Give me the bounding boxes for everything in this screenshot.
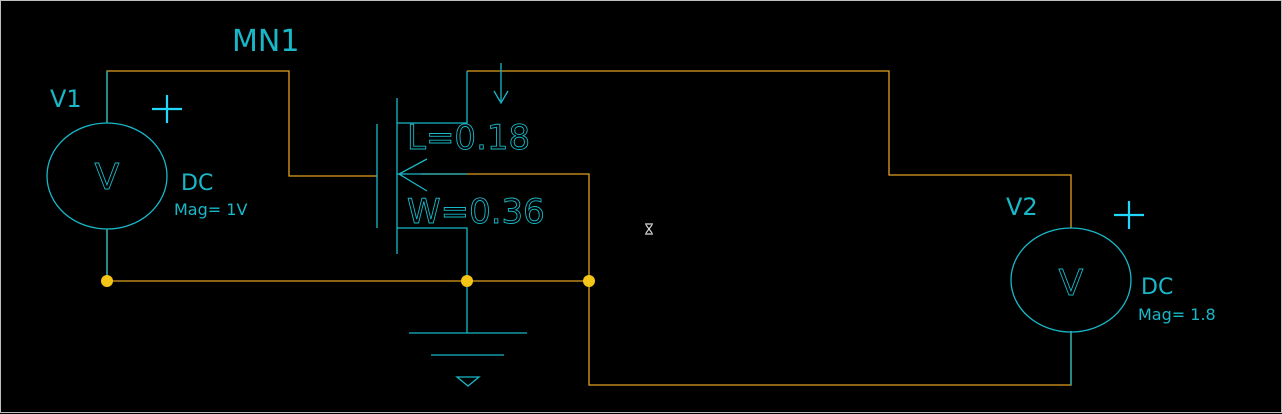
v2-magnitude: Mag= 1.8: [1138, 305, 1216, 324]
v2-symbol: V: [1059, 263, 1084, 304]
junction-dot: [461, 275, 473, 287]
mn1-name: MN1: [232, 24, 299, 59]
v1-symbol: V: [95, 157, 120, 198]
v1-magnitude: Mag= 1V: [174, 200, 247, 219]
probe-arrow-icon: [493, 90, 509, 105]
mn1-length: L=0.18: [407, 118, 530, 158]
junction-dot: [583, 275, 595, 287]
v2-plus-icon: [1114, 201, 1144, 229]
junction-dot: [101, 275, 113, 287]
junctions: [101, 275, 595, 287]
wire-return-v2[interactable]: [588, 281, 1072, 386]
mn1-width: W=0.36: [407, 192, 545, 232]
voltage-source-v1[interactable]: V V1 DC Mag= 1V: [46, 71, 247, 281]
wires: [106, 70, 1072, 386]
nmos-transistor-mn1[interactable]: MN1 L=0.18 W=0.36: [232, 24, 545, 281]
mouse-cursor-icon: [645, 223, 653, 235]
v2-name: V2: [1006, 193, 1038, 221]
v2-type: DC: [1141, 275, 1173, 300]
voltage-source-v2[interactable]: V V2 DC Mag= 1.8: [1006, 193, 1216, 385]
source-arrow-icon: [397, 158, 428, 192]
v1-plus-icon: [152, 95, 182, 123]
wire-source-out[interactable]: [421, 173, 590, 281]
ground-symbol[interactable]: [409, 281, 527, 387]
v1-name: V1: [50, 85, 82, 113]
wire-v1-to-gate[interactable]: [106, 70, 377, 177]
wire-drain-to-v2[interactable]: [467, 70, 1072, 228]
v1-type: DC: [181, 171, 213, 196]
ground-triangle-icon: [455, 376, 481, 387]
